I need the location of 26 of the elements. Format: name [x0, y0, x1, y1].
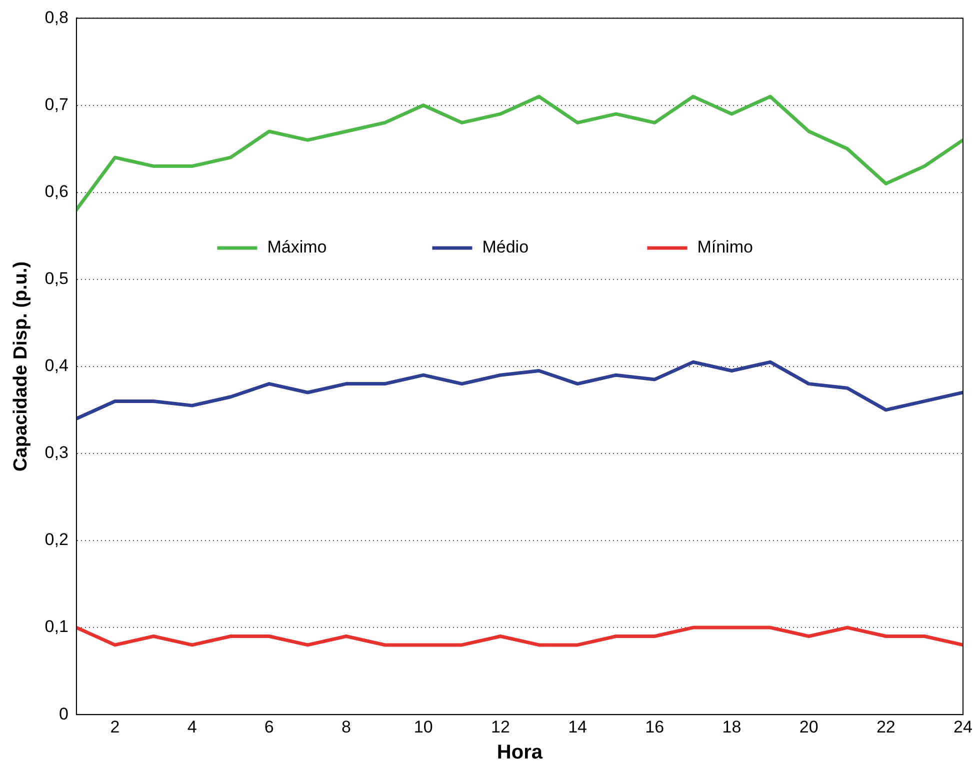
x-tick-label: 6 — [264, 717, 274, 736]
x-tick-label: 24 — [954, 717, 972, 736]
x-tick-label: 16 — [645, 717, 664, 736]
y-tick-label: 0,3 — [44, 443, 68, 462]
x-tick-label: 10 — [414, 717, 433, 736]
y-tick-label: 0,1 — [44, 617, 68, 636]
x-tick-label: 20 — [799, 717, 818, 736]
x-tick-label: 8 — [342, 717, 351, 736]
x-tick-label: 12 — [490, 717, 510, 736]
x-axis-title: Hora — [496, 742, 544, 764]
x-tick-label: 22 — [876, 717, 896, 736]
y-tick-label: 0,6 — [44, 182, 68, 201]
legend-label: Médio — [482, 238, 529, 257]
y-tick-label: 0 — [58, 704, 68, 724]
y-tick-label: 0,4 — [44, 356, 68, 376]
y-axis-title: Capacidade Disp. (p.u.) — [10, 261, 32, 472]
legend-label: Mínimo — [697, 238, 753, 257]
x-tick-label: 2 — [110, 717, 120, 736]
x-tick-label: 4 — [187, 717, 197, 736]
y-tick-label: 0,2 — [44, 530, 68, 550]
y-tick-label: 0,5 — [44, 269, 68, 288]
x-tick-label: 14 — [568, 717, 587, 736]
y-tick-label: 0,8 — [44, 8, 68, 27]
legend-label: Máximo — [267, 238, 327, 257]
y-tick-label: 0,7 — [44, 94, 68, 114]
x-tick-label: 18 — [722, 717, 742, 736]
